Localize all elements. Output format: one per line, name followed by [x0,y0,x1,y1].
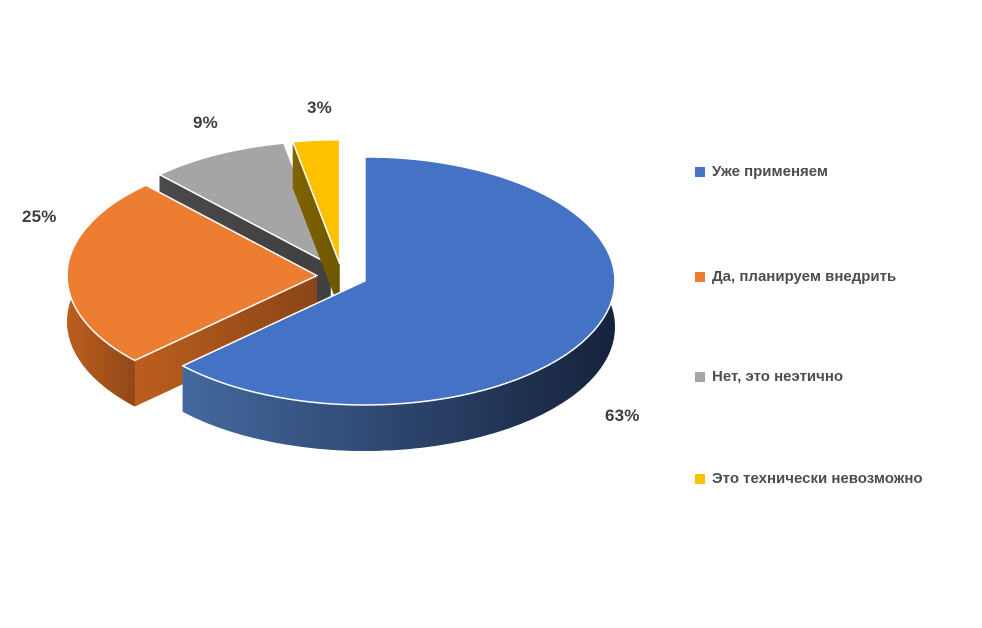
legend-swatch-icon [695,167,705,177]
legend-item-2[interactable]: Нет, это неэтично [695,368,843,386]
pie-slice-3[interactable] [292,138,341,265]
legend-swatch-icon [695,272,705,282]
legend-label: Да, планируем внедрить [712,268,897,285]
pie-slice-2[interactable] [158,142,332,266]
legend-swatch-icon [695,474,705,484]
pie-slice-rim [182,156,615,451]
data-label-slice-0: 63% [605,406,640,425]
legend-label: Уже применяем [712,163,829,180]
data-label-slice-3: 3% [307,98,332,117]
pie-slice-0[interactable] [181,156,616,406]
legend: Уже применяем Да, планируем внедрить Нет… [695,0,980,628]
legend-swatch-icon [695,372,705,382]
pie-slice-cut-face [134,275,318,407]
data-label-slice-1: 25% [22,207,57,226]
pie-slice-1[interactable] [66,184,318,362]
legend-item-0[interactable]: Уже применяем [695,163,828,181]
legend-item-1[interactable]: Да, планируем внедрить [695,268,896,286]
legend-label: Это технически невозможно [712,470,923,487]
data-label-slice-2: 9% [193,113,218,132]
legend-item-3[interactable]: Это технически невозможно [695,470,923,488]
legend-label: Нет, это неэтично [712,368,844,385]
